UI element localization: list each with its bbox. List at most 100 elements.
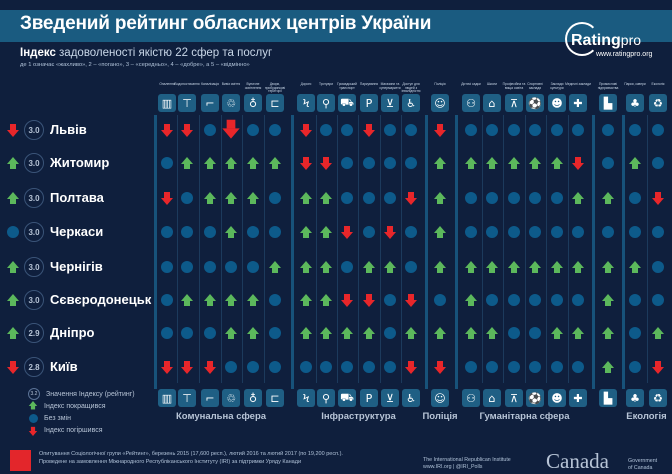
column-divider (358, 115, 359, 383)
no-change-dot-icon (362, 360, 376, 374)
no-change-dot-icon (550, 191, 564, 205)
arrow-up-icon (340, 326, 354, 340)
city-row[interactable]: 3.0 Житомир (0, 153, 150, 173)
water-tap-icon: ⊤ (178, 94, 196, 112)
group-divider-tick (291, 381, 294, 389)
no-change-dot-icon (268, 326, 282, 340)
arrow-up-icon (224, 326, 238, 340)
arrow-up-icon (571, 191, 585, 205)
no-change-dot-icon (203, 326, 217, 340)
no-change-dot-icon (383, 326, 397, 340)
city-row[interactable]: 3.0 Чернігів (0, 257, 150, 277)
trend-up-icon (6, 191, 20, 205)
wheelchair-icon: ♿ (402, 389, 420, 407)
city-row[interactable]: 3.0 Черкаси (0, 222, 150, 242)
trees-icon: ♣ (626, 389, 644, 407)
column-label: Заклади культури (550, 82, 564, 90)
column-label: Дитячі садки (461, 82, 481, 86)
no-change-dot-icon (383, 123, 397, 137)
column-label: Спортивні заклади (527, 82, 543, 90)
legend-down-label: Індекс погіршився (44, 426, 103, 434)
no-change-dot-icon (404, 225, 418, 239)
no-change-dot-icon (651, 123, 665, 137)
no-change-dot-icon (246, 123, 260, 137)
arrow-up-icon (299, 293, 313, 307)
school-icon: ⌂ (483, 94, 501, 112)
arrow-down-icon (180, 360, 194, 374)
arrow-down-icon (203, 360, 217, 374)
logo-suffix: pro (620, 32, 642, 48)
arrow-down-icon (362, 293, 376, 307)
city-row[interactable]: 3.0 Полтава (0, 188, 150, 208)
medical-house-icon: ✚ (569, 389, 587, 407)
column-label: Каналізація (201, 82, 219, 86)
arrow-up-icon (246, 156, 260, 170)
no-change-dot-icon (404, 260, 418, 274)
column-divider (242, 115, 243, 383)
parking-icon: P (360, 389, 378, 407)
city-score: 3.0 (24, 188, 44, 208)
no-change-dot-icon (340, 360, 354, 374)
column-label: Дороги (300, 82, 312, 86)
no-change-dot-icon (180, 326, 194, 340)
footer-source: Опитування Соціологічної групи «Рейтинг»… (39, 450, 343, 466)
no-change-dot-icon (651, 260, 665, 274)
city-row[interactable]: 2.9 Дніпро (0, 323, 150, 343)
arrow-up-icon (362, 260, 376, 274)
arrow-up-icon (299, 326, 313, 340)
city-score: 3.0 (24, 153, 44, 173)
arrow-up-icon (651, 326, 665, 340)
no-change-dot-icon (464, 123, 478, 137)
no-change-dot-icon (246, 260, 260, 274)
column-divider (221, 115, 222, 383)
column-divider (264, 115, 265, 383)
ratingpro-logo[interactable]: Ratingpro (565, 22, 641, 58)
city-row[interactable]: 3.0 Львів (0, 120, 150, 140)
city-score: 3.0 (24, 257, 44, 277)
website-link[interactable]: www.ratingpro.org (596, 51, 653, 58)
theatre-masks-icon: ☻ (548, 389, 566, 407)
legend-score-label: Значення Індексу (рейтинг) (46, 390, 135, 398)
city-name: Дніпро (50, 325, 95, 340)
city-score: 2.8 (24, 357, 44, 377)
government-of-canada: Government of Canada (628, 458, 657, 472)
city-name: Полтава (50, 190, 104, 205)
no-change-dot-icon (507, 123, 521, 137)
iri-line2[interactable]: www.IRI.org | @IRI_Polls (423, 464, 483, 470)
no-change-dot-icon (507, 293, 521, 307)
cart-icon: ⊻ (381, 94, 399, 112)
arrow-up-icon (246, 293, 260, 307)
group-divider-tick (154, 381, 157, 389)
arrow-down-icon (340, 293, 354, 307)
no-change-dot-icon (628, 123, 642, 137)
pedestrian-icon: ⚲ (317, 94, 335, 112)
column-divider (525, 115, 526, 383)
title-bar (0, 10, 672, 42)
subtitle: Індекс задоволеності якістю 22 сфер та п… (20, 47, 272, 59)
arrow-down-icon (433, 123, 447, 137)
column-label: Опалення (159, 82, 175, 86)
dot-icon (28, 413, 38, 423)
wheelchair-icon: ♿ (402, 94, 420, 112)
arrow-down-icon (180, 123, 194, 137)
arrow-up-icon (433, 156, 447, 170)
arrow-up-icon (224, 225, 238, 239)
subtitle-bold: Індекс (20, 47, 56, 59)
group-divider (291, 115, 294, 383)
arrow-up-icon (319, 326, 333, 340)
legend-down: Індекс погіршився (28, 425, 103, 436)
legend-score: 3.2 Значення Індексу (рейтинг) (28, 388, 135, 400)
arrow-up-icon (550, 260, 564, 274)
column-label: Громадський транспорт (337, 82, 357, 90)
city-row[interactable]: 3.0 Сєвєродонецьк (0, 290, 151, 310)
no-change-dot-icon (433, 293, 447, 307)
column-divider (177, 115, 178, 383)
trees-icon: ♣ (626, 94, 644, 112)
no-change-dot-icon (628, 225, 642, 239)
city-score: 3.0 (24, 222, 44, 242)
trend-up-icon (6, 156, 20, 170)
no-change-dot-icon (651, 156, 665, 170)
city-row[interactable]: 2.8 Київ (0, 357, 150, 377)
arrow-up-icon (550, 326, 564, 340)
legend-none-label: Без змін (44, 414, 71, 422)
